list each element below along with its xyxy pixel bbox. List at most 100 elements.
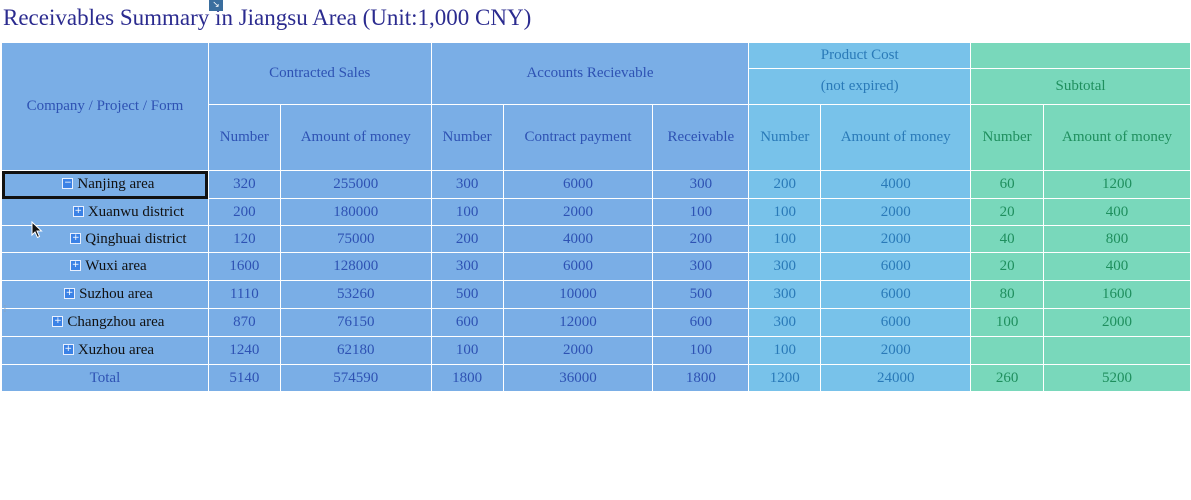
ar-number-cell[interactable]: 300 — [430, 170, 504, 199]
st-amount-cell[interactable]: 400 — [1043, 252, 1191, 281]
resize-corner-icon[interactable]: ↘ — [209, 0, 223, 11]
plus-box-icon[interactable]: + — [62, 344, 74, 356]
ar-number-cell[interactable]: 600 — [430, 308, 504, 337]
ar-contract-cell[interactable]: 6000 — [502, 170, 654, 199]
ar-receivable-cell[interactable]: 200 — [652, 225, 750, 253]
pc-amount-cell[interactable]: 6000 — [820, 280, 972, 309]
ar-number-cell[interactable]: 100 — [430, 198, 504, 226]
cs-number-cell[interactable]: 120 — [207, 225, 281, 253]
pc-amount-cell[interactable]: 2000 — [820, 225, 972, 253]
cs-amount-cell[interactable]: 75000 — [279, 225, 432, 253]
row-name-cell[interactable]: + Xuanwu district — [1, 198, 209, 226]
pc-number-cell[interactable]: 300 — [748, 280, 822, 309]
row-drag-handle[interactable]: ⋮ — [1, 304, 9, 313]
pc-number-cell[interactable]: 100 — [748, 225, 822, 253]
ar-receivable-cell[interactable]: 100 — [652, 198, 750, 226]
ar-receivable-cell[interactable]: 300 — [652, 170, 750, 199]
plus-box-icon[interactable]: + — [70, 232, 82, 244]
pc-number-cell[interactable]: 100 — [748, 336, 822, 365]
cs-number-cell[interactable]: 1240 — [207, 336, 281, 365]
header-company: Company / Project / Form — [1, 42, 209, 171]
cs-amount-cell[interactable]: 255000 — [279, 170, 432, 199]
total-st-number[interactable]: 260 — [970, 364, 1045, 392]
row-name-cell[interactable]: + Xuzhou area — [1, 336, 209, 365]
header-cs-amount: Amount of money — [279, 104, 432, 171]
ar-receivable-cell[interactable]: 100 — [652, 336, 750, 365]
ar-receivable-cell[interactable]: 500 — [652, 280, 750, 309]
row-name: Wuxi area — [85, 258, 147, 274]
header-ar-receivable: Receivable — [652, 104, 750, 171]
st-number-cell[interactable]: 100 — [970, 308, 1045, 337]
st-amount-cell[interactable]: 400 — [1043, 198, 1191, 226]
table-row: + Changzhou area 870 76150 600 12000 600 … — [1, 308, 1191, 337]
cs-number-cell[interactable]: 870 — [207, 308, 281, 337]
ar-number-cell[interactable]: 500 — [430, 280, 504, 309]
cs-amount-cell[interactable]: 53260 — [279, 280, 432, 309]
ar-contract-cell[interactable]: 4000 — [502, 225, 654, 253]
total-row: Total 5140 574590 1800 36000 1800 1200 2… — [1, 364, 1191, 392]
st-number-cell[interactable] — [970, 336, 1045, 365]
plus-box-icon[interactable]: + — [70, 260, 82, 272]
st-amount-cell[interactable] — [1043, 336, 1191, 365]
ar-contract-cell[interactable]: 12000 — [502, 308, 654, 337]
st-amount-cell[interactable]: 2000 — [1043, 308, 1191, 337]
header-product-cost: Product Cost — [748, 42, 972, 69]
total-pc-number[interactable]: 1200 — [748, 364, 822, 392]
header-cs-number: Number — [207, 104, 281, 171]
total-cs-number[interactable]: 5140 — [207, 364, 281, 392]
ar-contract-cell[interactable]: 6000 — [502, 252, 654, 281]
cs-amount-cell[interactable]: 128000 — [279, 252, 432, 281]
st-number-cell[interactable]: 20 — [970, 198, 1045, 226]
minus-box-icon[interactable]: − — [62, 178, 74, 190]
header-pc-number: Number — [748, 104, 822, 171]
total-ar-contract[interactable]: 36000 — [502, 364, 654, 392]
pc-number-cell[interactable]: 100 — [748, 198, 822, 226]
ar-receivable-cell[interactable]: 300 — [652, 252, 750, 281]
st-number-cell[interactable]: 60 — [970, 170, 1045, 199]
cs-amount-cell[interactable]: 180000 — [279, 198, 432, 226]
pc-amount-cell[interactable]: 4000 — [820, 170, 972, 199]
st-number-cell[interactable]: 40 — [970, 225, 1045, 253]
cs-amount-cell[interactable]: 76150 — [279, 308, 432, 337]
total-pc-amount[interactable]: 24000 — [820, 364, 972, 392]
row-name-cell[interactable]: + Wuxi area — [1, 252, 209, 281]
total-cs-amount[interactable]: 574590 — [279, 364, 432, 392]
ar-contract-cell[interactable]: 2000 — [502, 198, 654, 226]
pc-amount-cell[interactable]: 2000 — [820, 198, 972, 226]
cs-number-cell[interactable]: 320 — [207, 170, 281, 199]
cs-number-cell[interactable]: 1600 — [207, 252, 281, 281]
cs-amount-cell[interactable]: 62180 — [279, 336, 432, 365]
ar-number-cell[interactable]: 300 — [430, 252, 504, 281]
pc-amount-cell[interactable]: 6000 — [820, 308, 972, 337]
row-name-cell[interactable]: − Nanjing area — [1, 170, 209, 199]
st-amount-cell[interactable]: 800 — [1043, 225, 1191, 253]
cs-number-cell[interactable]: 200 — [207, 198, 281, 226]
cs-number-cell[interactable]: 1110 — [207, 280, 281, 309]
ar-number-cell[interactable]: 100 — [430, 336, 504, 365]
ar-contract-cell[interactable]: 10000 — [502, 280, 654, 309]
st-amount-cell[interactable]: 1600 — [1043, 280, 1191, 309]
table-row: + Xuzhou area 1240 62180 100 2000 100 100… — [1, 336, 1191, 365]
pc-amount-cell[interactable]: 6000 — [820, 252, 972, 281]
pc-number-cell[interactable]: 300 — [748, 252, 822, 281]
plus-box-icon[interactable]: + — [64, 288, 76, 300]
total-ar-number[interactable]: 1800 — [430, 364, 504, 392]
pc-amount-cell[interactable]: 2000 — [820, 336, 972, 365]
total-ar-receivable[interactable]: 1800 — [652, 364, 750, 392]
pc-number-cell[interactable]: 200 — [748, 170, 822, 199]
st-number-cell[interactable]: 80 — [970, 280, 1045, 309]
header-subtotal-top — [970, 42, 1191, 69]
st-amount-cell[interactable]: 1200 — [1043, 170, 1191, 199]
row-name: Nanjing area — [77, 176, 155, 192]
row-name-cell[interactable]: + Changzhou area — [1, 308, 209, 337]
ar-contract-cell[interactable]: 2000 — [502, 336, 654, 365]
plus-box-icon[interactable]: + — [52, 316, 64, 328]
st-number-cell[interactable]: 20 — [970, 252, 1045, 281]
plus-box-icon[interactable]: + — [72, 205, 84, 217]
row-name-cell[interactable]: + Suzhou area — [1, 280, 209, 309]
table-row: + Xuanwu district 200 180000 100 2000 100… — [1, 198, 1191, 226]
total-st-amount[interactable]: 5200 — [1043, 364, 1191, 392]
ar-number-cell[interactable]: 200 — [430, 225, 504, 253]
ar-receivable-cell[interactable]: 600 — [652, 308, 750, 337]
pc-number-cell[interactable]: 300 — [748, 308, 822, 337]
